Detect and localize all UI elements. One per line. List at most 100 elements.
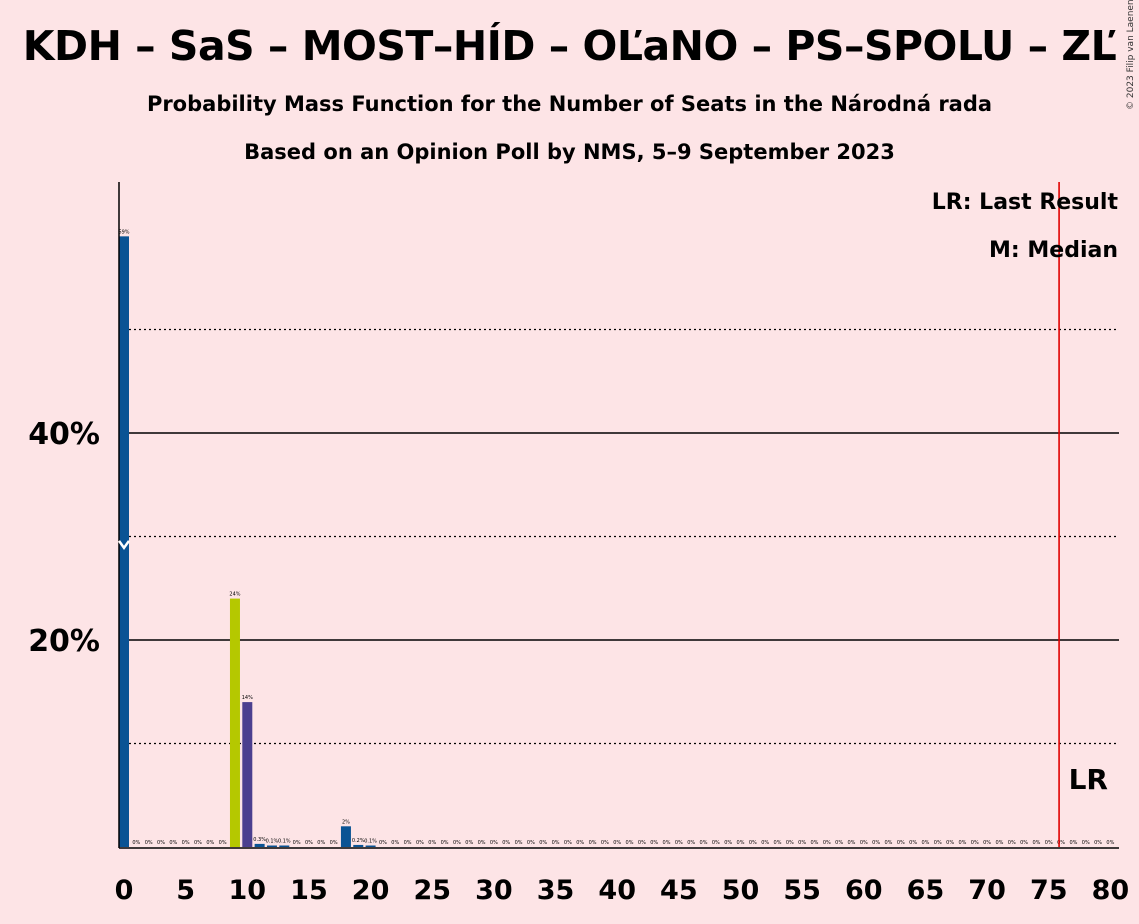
data-label: 0% — [860, 840, 868, 846]
data-label: 0% — [663, 840, 671, 846]
data-label: 0% — [884, 840, 892, 846]
x-tick-label: 65 — [907, 875, 945, 906]
data-label: 0% — [428, 840, 436, 846]
data-label: 0% — [465, 840, 473, 846]
data-label: 0% — [194, 840, 202, 846]
data-label: 0% — [219, 840, 227, 846]
data-label: 0% — [391, 840, 399, 846]
data-label: 0% — [317, 840, 325, 846]
data-label: 0% — [700, 840, 708, 846]
data-label: 0% — [848, 840, 856, 846]
data-label: 0% — [564, 840, 572, 846]
chart-title: KDH – SaS – MOST–HÍD – OĽaNO – PS–SPOLU … — [22, 22, 1117, 70]
x-tick-label: 30 — [475, 875, 513, 906]
median-marker — [117, 540, 131, 551]
x-tick-label: 55 — [783, 875, 821, 906]
data-label: 0% — [798, 840, 806, 846]
chart-source-subtitle: Based on an Opinion Poll by NMS, 5–9 Sep… — [244, 140, 895, 164]
x-tick-label: 80 — [1092, 875, 1130, 906]
data-label: 0% — [515, 840, 523, 846]
data-label: 0% — [1032, 840, 1040, 846]
data-label: 0% — [305, 840, 313, 846]
data-label: 0% — [1069, 840, 1077, 846]
data-label: 0% — [650, 840, 658, 846]
x-tick-label: 10 — [229, 875, 267, 906]
legend-median: M: Median — [989, 238, 1118, 263]
data-label: 0% — [379, 840, 387, 846]
last-result-label: LR — [1069, 763, 1108, 796]
data-label: 0% — [675, 840, 683, 846]
x-tick-label: 0 — [115, 875, 134, 906]
x-tick-label: 75 — [1030, 875, 1068, 906]
data-label: 0% — [946, 840, 954, 846]
data-label: 0% — [416, 840, 424, 846]
x-tick-label: 70 — [968, 875, 1006, 906]
gridlines — [119, 328, 1119, 745]
data-label: 0% — [293, 840, 301, 846]
data-label: 0% — [995, 840, 1003, 846]
data-label: 59% — [118, 229, 129, 235]
data-label: 0% — [1045, 840, 1053, 846]
data-label: 0% — [441, 840, 449, 846]
data-label: 0% — [502, 840, 510, 846]
y-tick-labels: 20% 40% — [28, 417, 100, 659]
data-label: 0% — [132, 840, 140, 846]
bar — [340, 826, 351, 847]
chart-subtitle: Probability Mass Function for the Number… — [146, 92, 993, 116]
data-label: 0% — [1106, 840, 1114, 846]
data-label: 0% — [1057, 840, 1065, 846]
data-label: 0% — [478, 840, 486, 846]
data-label: 0% — [811, 840, 819, 846]
data-label: 0% — [934, 840, 942, 846]
data-label: 0% — [1094, 840, 1102, 846]
data-label: 0.1% — [364, 839, 377, 845]
data-label: 0% — [638, 840, 646, 846]
data-label: 0% — [182, 840, 190, 846]
y-tick-label: 40% — [28, 417, 100, 452]
y-tick-label: 20% — [28, 624, 100, 659]
data-label: 0.2% — [352, 838, 365, 844]
bars — [119, 236, 376, 848]
data-label: 0% — [983, 840, 991, 846]
data-label: 0% — [749, 840, 757, 846]
x-tick-labels: 0 5 10 15 20 25 30 35 40 45 50 55 60 65 70 75 80 — [115, 875, 1130, 906]
data-label: 0% — [872, 840, 880, 846]
data-label: 0% — [206, 840, 214, 846]
data-label: 0% — [404, 840, 412, 846]
data-label: 0% — [601, 840, 609, 846]
data-label: 0% — [724, 840, 732, 846]
data-label: 0% — [737, 840, 745, 846]
data-label: 0% — [539, 840, 547, 846]
data-label: 0% — [897, 840, 905, 846]
bar — [242, 702, 253, 847]
data-label: 0.3% — [253, 837, 266, 843]
bar — [353, 844, 364, 847]
bar — [365, 845, 376, 847]
data-label: 0% — [1082, 840, 1090, 846]
x-tick-label: 40 — [598, 875, 636, 906]
x-tick-label: 20 — [352, 875, 390, 906]
data-label: 0% — [145, 840, 153, 846]
data-label: 0% — [835, 840, 843, 846]
data-label: 24% — [229, 592, 240, 598]
data-label: 0% — [576, 840, 584, 846]
x-tick-label: 45 — [660, 875, 698, 906]
overlay-markers: LR — [117, 182, 1108, 847]
data-label: 0% — [712, 840, 720, 846]
data-label: 0% — [786, 840, 794, 846]
bar — [254, 843, 265, 847]
data-label: 0% — [613, 840, 621, 846]
data-label: 0% — [761, 840, 769, 846]
data-label: 0% — [626, 840, 634, 846]
data-label: 0.1% — [266, 839, 279, 845]
data-label: 0% — [971, 840, 979, 846]
data-label: 0% — [453, 840, 461, 846]
data-label: 0% — [552, 840, 560, 846]
bar — [279, 845, 290, 847]
data-label: 0% — [921, 840, 929, 846]
data-label: 14% — [242, 695, 253, 701]
data-label: 0% — [1020, 840, 1028, 846]
bar — [266, 845, 277, 847]
data-label: 0% — [330, 840, 338, 846]
data-label: 0% — [687, 840, 695, 846]
